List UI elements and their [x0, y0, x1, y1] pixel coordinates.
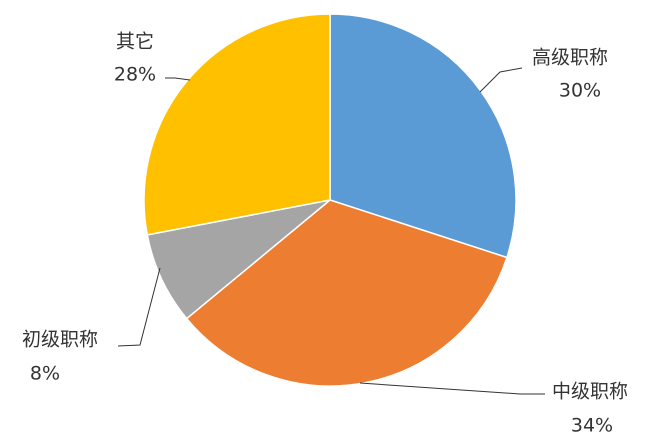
value-label: 28%	[114, 64, 156, 86]
leader-line	[479, 67, 523, 93]
pie-slice	[329, 13, 517, 259]
slice-label: 中级职称	[552, 381, 628, 403]
pie-slice	[146, 199, 331, 320]
value-label: 34%	[571, 415, 613, 436]
slice-label: 高级职称	[532, 47, 608, 69]
pie-slice	[185, 199, 508, 387]
pie-slice	[143, 13, 331, 236]
value-label: 8%	[30, 363, 60, 385]
leader-line	[359, 382, 545, 395]
leader-line	[165, 77, 191, 81]
slice-label: 初级职称	[22, 329, 98, 351]
slice-label: 其它	[116, 31, 154, 53]
leader-line	[117, 267, 161, 347]
value-label: 30%	[559, 80, 601, 102]
